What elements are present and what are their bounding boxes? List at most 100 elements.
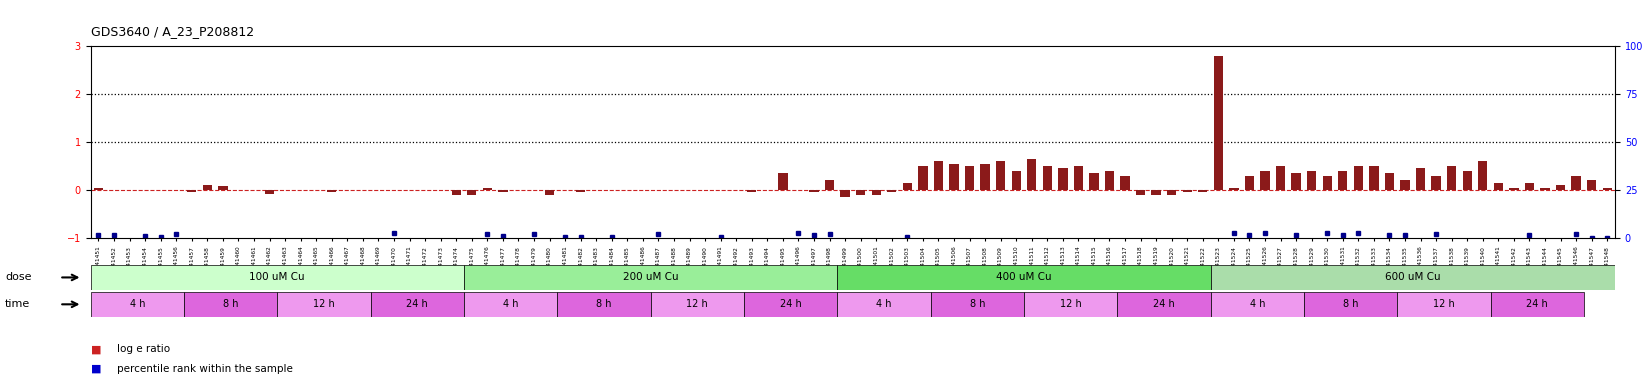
Bar: [1304, 292, 1398, 317]
Text: 24 h: 24 h: [780, 299, 801, 310]
Bar: [1276, 166, 1285, 190]
Bar: [1104, 171, 1114, 190]
Bar: [809, 190, 819, 192]
Text: 12 h: 12 h: [313, 299, 335, 310]
Text: percentile rank within the sample: percentile rank within the sample: [117, 364, 293, 374]
Bar: [1416, 169, 1426, 190]
Bar: [840, 190, 850, 197]
Text: 4 h: 4 h: [503, 299, 519, 310]
Bar: [91, 265, 465, 290]
Bar: [1323, 176, 1332, 190]
Text: 600 uM Cu: 600 uM Cu: [1384, 272, 1440, 283]
Text: 8 h: 8 h: [222, 299, 239, 310]
Bar: [1524, 183, 1534, 190]
Text: 24 h: 24 h: [407, 299, 428, 310]
Bar: [466, 190, 476, 195]
Text: 400 uM Cu: 400 uM Cu: [995, 272, 1051, 283]
Bar: [931, 292, 1023, 317]
Bar: [1135, 190, 1145, 195]
Text: 12 h: 12 h: [1060, 299, 1081, 310]
Bar: [651, 292, 743, 317]
Bar: [837, 292, 931, 317]
Bar: [1478, 161, 1488, 190]
Bar: [949, 164, 959, 190]
Bar: [1012, 171, 1020, 190]
Bar: [1183, 190, 1192, 192]
Bar: [778, 173, 788, 190]
Bar: [964, 166, 974, 190]
Bar: [934, 161, 943, 190]
Bar: [1510, 188, 1518, 190]
Bar: [277, 292, 371, 317]
Bar: [1261, 171, 1269, 190]
Bar: [981, 164, 990, 190]
Text: 12 h: 12 h: [687, 299, 709, 310]
Bar: [483, 188, 493, 190]
Bar: [188, 190, 196, 192]
Text: GDS3640 / A_23_P208812: GDS3640 / A_23_P208812: [91, 25, 254, 38]
Bar: [1023, 292, 1117, 317]
Text: ■: ■: [91, 364, 101, 374]
Bar: [1447, 166, 1457, 190]
Text: log e ratio: log e ratio: [117, 344, 170, 354]
Text: 12 h: 12 h: [1434, 299, 1455, 310]
Bar: [1541, 188, 1549, 190]
Bar: [1556, 185, 1566, 190]
Bar: [185, 292, 277, 317]
Bar: [1401, 180, 1409, 190]
Bar: [265, 190, 274, 194]
Bar: [1167, 190, 1177, 195]
Bar: [1432, 176, 1440, 190]
Text: ■: ■: [91, 344, 101, 354]
Bar: [826, 180, 834, 190]
Bar: [545, 190, 554, 195]
Bar: [1493, 183, 1503, 190]
Bar: [1121, 176, 1131, 190]
Bar: [1307, 171, 1317, 190]
Bar: [1117, 292, 1211, 317]
Text: 24 h: 24 h: [1154, 299, 1175, 310]
Bar: [1490, 292, 1584, 317]
Text: 4 h: 4 h: [877, 299, 892, 310]
Text: 100 uM Cu: 100 uM Cu: [249, 272, 305, 283]
Bar: [94, 188, 104, 190]
Bar: [855, 190, 865, 195]
Bar: [747, 190, 756, 192]
Bar: [743, 292, 837, 317]
Bar: [91, 292, 185, 317]
Bar: [1587, 180, 1597, 190]
Bar: [452, 190, 461, 195]
Bar: [1211, 292, 1304, 317]
Text: dose: dose: [5, 272, 31, 283]
Bar: [203, 185, 213, 190]
Bar: [1152, 190, 1160, 195]
Bar: [1572, 176, 1580, 190]
Text: 8 h: 8 h: [969, 299, 986, 310]
Bar: [498, 190, 508, 192]
Bar: [1074, 166, 1083, 190]
Text: 8 h: 8 h: [597, 299, 611, 310]
Bar: [218, 186, 227, 190]
Bar: [465, 292, 557, 317]
Bar: [1213, 56, 1223, 190]
Bar: [557, 292, 651, 317]
Bar: [326, 190, 336, 192]
Bar: [1089, 173, 1099, 190]
Text: time: time: [5, 299, 30, 310]
Bar: [575, 190, 585, 192]
Text: 4 h: 4 h: [1249, 299, 1266, 310]
Bar: [1229, 188, 1239, 190]
Text: 4 h: 4 h: [130, 299, 145, 310]
Bar: [995, 161, 1005, 190]
Bar: [918, 166, 928, 190]
Bar: [1602, 188, 1612, 190]
Bar: [1398, 292, 1490, 317]
Bar: [1462, 171, 1472, 190]
Bar: [465, 265, 837, 290]
Bar: [1384, 173, 1394, 190]
Bar: [837, 265, 1211, 290]
Bar: [1027, 159, 1037, 190]
Bar: [1369, 166, 1379, 190]
Bar: [1043, 166, 1051, 190]
Bar: [371, 292, 465, 317]
